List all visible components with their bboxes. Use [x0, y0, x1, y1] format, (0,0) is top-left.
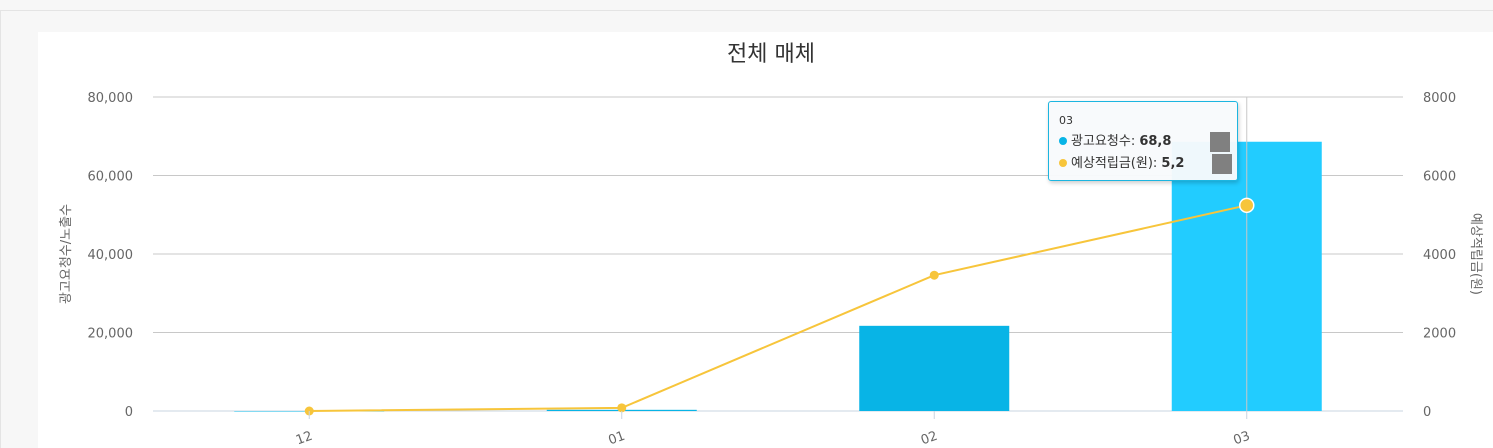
- y-tick-label: 80,000: [88, 91, 134, 106]
- x-axis-ticks: 12 01 02 03: [294, 411, 1252, 448]
- chart-title: 전체 매체: [727, 42, 815, 67]
- chart-tooltip: 03 광고요청수: 68,8 예상적립금(원): 5,2: [1048, 101, 1238, 181]
- left-axis-title: 광고요청수/노출수: [59, 204, 74, 304]
- y2-tick-label: 4000: [1423, 248, 1456, 263]
- tooltip-row-requests: 광고요청수: 68,8: [1059, 131, 1230, 153]
- y2-tick-label: 0: [1423, 405, 1431, 420]
- series-line: [309, 204, 1247, 412]
- y-tick-label: 60,000: [88, 170, 134, 185]
- dot-icon: [1059, 136, 1067, 145]
- y-tick-label: 0: [125, 405, 133, 420]
- tooltip-label: 광고요청수: [1071, 134, 1131, 149]
- left-axis-ticks: 0 20,000 40,000 60,000 80,000: [88, 91, 134, 420]
- dot-icon: [1059, 158, 1067, 167]
- right-axis-ticks: 0 2000 4000 6000 8000: [1423, 91, 1456, 420]
- line-series: [304, 197, 1255, 416]
- tooltip-label: 예상적립금(원): [1071, 156, 1153, 171]
- x-tick-label: 12: [294, 429, 315, 448]
- line-point: [929, 270, 939, 280]
- line-point: [617, 403, 627, 413]
- tooltip-header: 03: [1059, 114, 1073, 127]
- y-tick-label: 20,000: [88, 327, 134, 342]
- right-axis-title: 예상적립금(원): [1468, 213, 1483, 295]
- top-border: [0, 10, 1493, 11]
- x-tick-label: 02: [919, 429, 940, 448]
- y2-tick-label: 6000: [1423, 170, 1456, 185]
- y-tick-label: 40,000: [88, 248, 134, 263]
- bar-series: [234, 141, 1322, 412]
- line-point: [1239, 197, 1255, 214]
- tooltip-value: 68,8: [1139, 134, 1172, 149]
- left-border: [0, 10, 1, 448]
- x-tick-label: 03: [1231, 429, 1252, 448]
- tooltip-row-earnings: 예상적립금(원): 5,2: [1059, 153, 1232, 175]
- redaction-block: [1212, 154, 1232, 174]
- bar: [859, 325, 1010, 411]
- y2-tick-label: 2000: [1423, 327, 1456, 342]
- y2-tick-label: 8000: [1423, 91, 1456, 106]
- redaction-block: [1210, 132, 1230, 152]
- tooltip-value: 5,2: [1161, 156, 1185, 171]
- x-tick-label: 01: [606, 429, 627, 448]
